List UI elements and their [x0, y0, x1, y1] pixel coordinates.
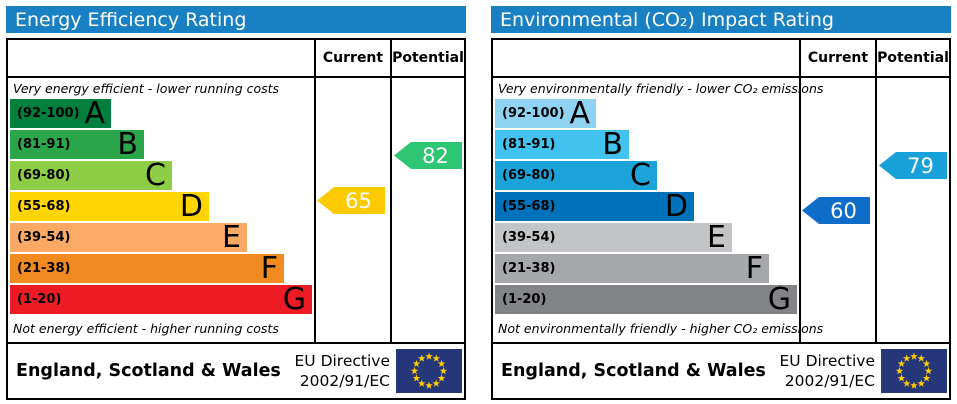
footer-divider — [8, 342, 464, 344]
eu-flag-icon — [396, 349, 462, 393]
current-column-header: Current — [322, 50, 384, 66]
band-range: (39-54) — [502, 230, 556, 245]
column-divider — [390, 40, 392, 344]
energy-band-b: (81-91) B — [10, 127, 144, 162]
band-range: (69-80) — [502, 168, 556, 183]
potential-column-header: Potential — [392, 50, 464, 66]
band-letter: D — [179, 189, 203, 224]
co2-band-d: (55-68) D — [495, 189, 694, 224]
band-range: (1-20) — [502, 292, 547, 307]
band-range: (21-38) — [17, 261, 71, 276]
band-letter: D — [664, 189, 688, 224]
band-range: (92-100) — [502, 106, 565, 121]
energy-band-f: (21-38) F — [10, 251, 284, 286]
column-divider — [799, 40, 801, 344]
energy-band-g: (1-20) G — [10, 282, 312, 317]
energy-band-c: (69-80) C — [10, 158, 172, 193]
eu-flag-icon — [881, 349, 947, 393]
co2-band-c: (69-80) C — [495, 158, 657, 193]
band-letter: A — [84, 96, 105, 131]
co2-band-b: (81-91) B — [495, 127, 629, 162]
band-letter: A — [569, 96, 590, 131]
co2-band-e: (39-54) E — [495, 220, 732, 255]
co2-potential-arrow: 79 — [879, 152, 947, 179]
co2-impact-panel: Environmental (CO₂) Impact Rating Curren… — [491, 6, 951, 400]
region-label: England, Scotland & Wales — [16, 361, 281, 381]
energy-band-d: (55-68) D — [10, 189, 209, 224]
band-letter: B — [117, 127, 138, 162]
header-divider — [493, 76, 949, 78]
band-range: (21-38) — [502, 261, 556, 276]
band-range: (81-91) — [502, 137, 556, 152]
band-range: (39-54) — [17, 230, 71, 245]
eu-directive-label: EU Directive 2002/91/EC — [780, 344, 876, 398]
band-letter: E — [707, 220, 726, 255]
energy-current-arrow: 65 — [317, 187, 385, 214]
panel-footer: England, Scotland & Wales EU Directive 2… — [493, 344, 949, 398]
band-letter: E — [222, 220, 241, 255]
top-note: Very energy efficient - lower running co… — [13, 81, 280, 96]
co2-band-a: (92-100) A — [495, 96, 596, 131]
current-column-header: Current — [807, 50, 869, 66]
energy-chart: Current Potential Very energy efficient … — [6, 38, 466, 400]
energy-band-e: (39-54) E — [10, 220, 247, 255]
eu-directive-line2: 2002/91/EC — [784, 372, 875, 390]
band-letter: F — [745, 251, 763, 286]
band-range: (69-80) — [17, 168, 71, 183]
co2-band-f: (21-38) F — [495, 251, 769, 286]
top-note: Very environmentally friendly - lower CO… — [498, 81, 824, 96]
footer-divider — [493, 342, 949, 344]
energy-potential-arrow: 82 — [394, 142, 462, 169]
band-range: (55-68) — [502, 199, 556, 214]
band-letter: C — [630, 158, 651, 193]
band-letter: C — [145, 158, 166, 193]
column-divider — [875, 40, 877, 344]
bottom-note: Not energy efficient - higher running co… — [13, 321, 279, 336]
co2-current-arrow: 60 — [802, 197, 870, 224]
band-letter: B — [602, 127, 623, 162]
band-letter: F — [260, 251, 278, 286]
eu-directive-line2: 2002/91/EC — [299, 372, 390, 390]
co2-band-g: (1-20) G — [495, 282, 797, 317]
region-label: England, Scotland & Wales — [501, 361, 766, 381]
band-range: (55-68) — [17, 199, 71, 214]
panel-title: Energy Efficiency Rating — [6, 6, 466, 33]
header-divider — [8, 76, 464, 78]
potential-column-header: Potential — [877, 50, 949, 66]
co2-chart: Current Potential Very environmentally f… — [491, 38, 951, 400]
band-range: (1-20) — [17, 292, 62, 307]
panel-footer: England, Scotland & Wales EU Directive 2… — [8, 344, 464, 398]
energy-band-a: (92-100) A — [10, 96, 111, 131]
band-range: (92-100) — [17, 106, 80, 121]
eu-directive-line1: EU Directive — [779, 351, 876, 370]
band-range: (81-91) — [17, 137, 71, 152]
band-letter: G — [282, 282, 306, 317]
energy-efficiency-panel: Energy Efficiency Rating Current Potenti… — [6, 6, 466, 400]
column-divider — [314, 40, 316, 344]
eu-directive-label: EU Directive 2002/91/EC — [295, 344, 391, 398]
bottom-note: Not environmentally friendly - higher CO… — [498, 321, 824, 336]
panel-title: Environmental (CO₂) Impact Rating — [491, 6, 951, 33]
eu-directive-line1: EU Directive — [294, 351, 391, 370]
band-letter: G — [767, 282, 791, 317]
